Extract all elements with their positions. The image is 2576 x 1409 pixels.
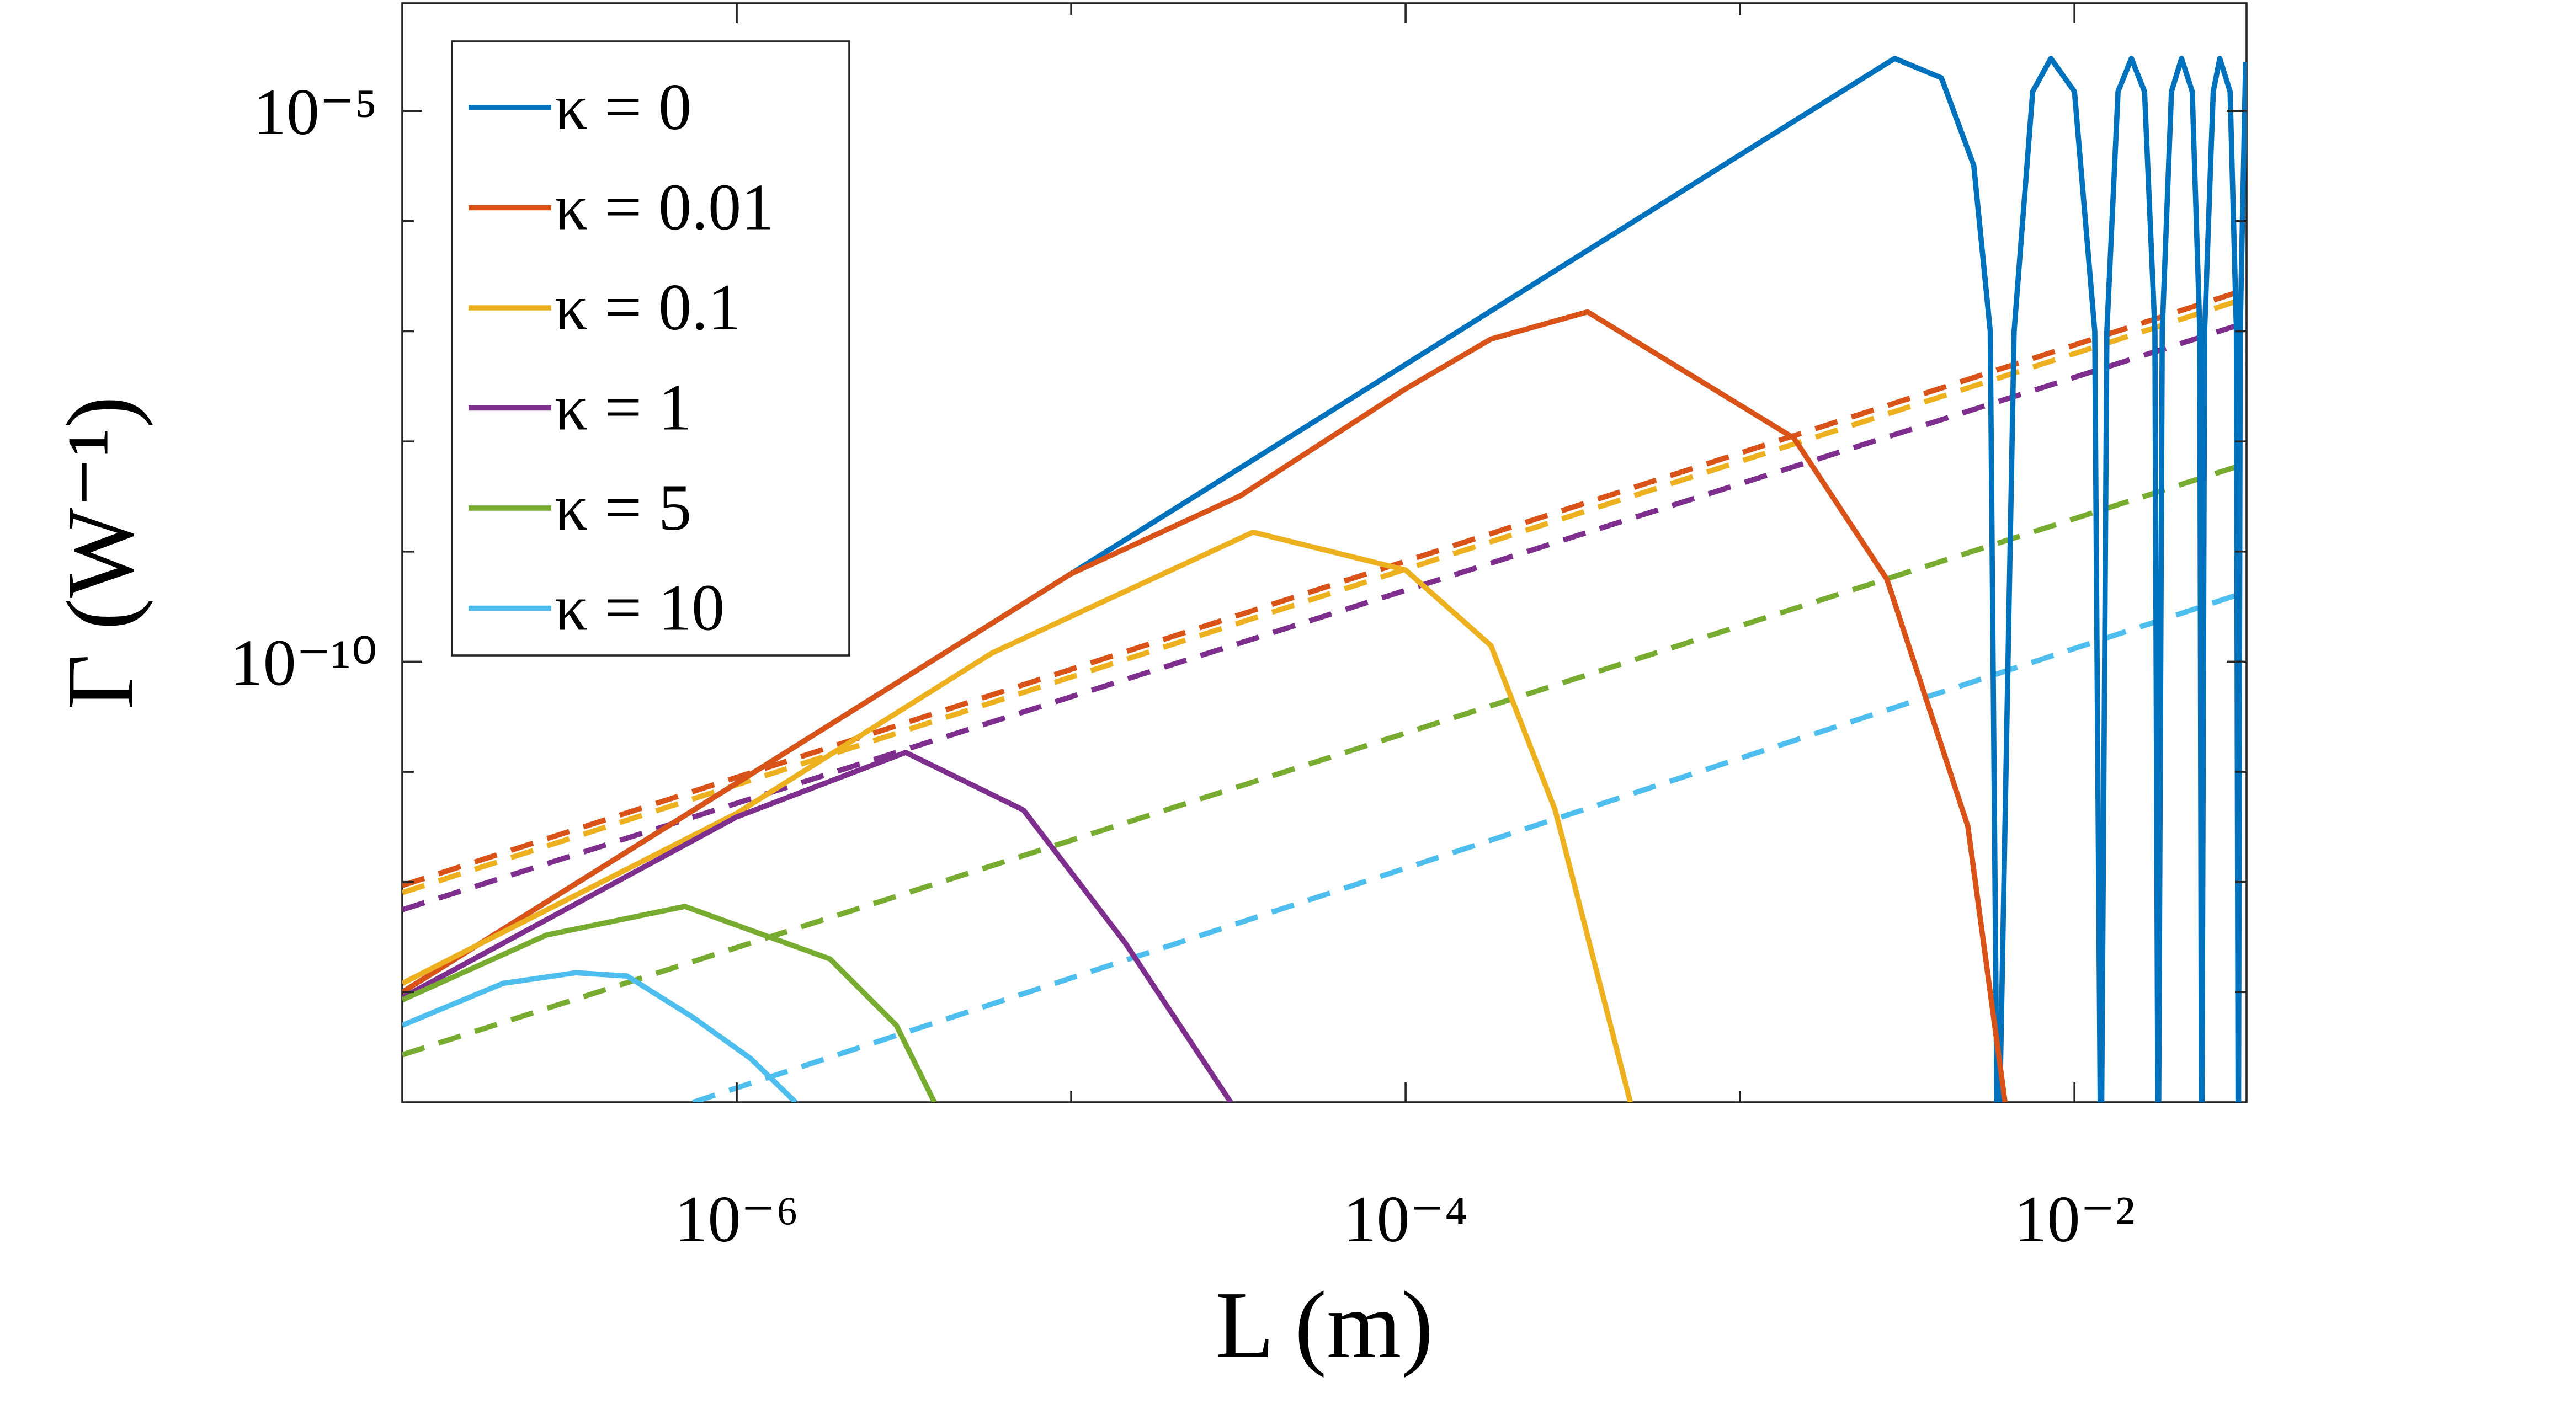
asymptote-line <box>692 589 2247 1103</box>
asymptote-line <box>402 461 2247 1058</box>
legend-label: κ = 10 <box>555 571 725 644</box>
x-tick-label: 10⁻² <box>2014 1182 2135 1256</box>
legend-label: κ = 0.1 <box>555 270 741 344</box>
asymptote-line <box>402 287 2247 888</box>
series-line <box>402 529 1633 1103</box>
legend-label: κ = 0 <box>555 70 691 143</box>
y-axis-label: Γ (W⁻¹) <box>47 396 153 709</box>
x-axis-label: L (m) <box>1216 1272 1434 1378</box>
legend-label: κ = 1 <box>555 371 691 444</box>
legend-label: κ = 5 <box>555 471 691 544</box>
lines <box>402 56 2247 1103</box>
asymptote-line <box>402 320 2247 912</box>
series-line <box>402 309 2008 1103</box>
legend-label: κ = 0.01 <box>555 170 774 244</box>
series-line <box>402 904 937 1103</box>
x-tick-label: 10⁻⁴ <box>1344 1182 1468 1256</box>
y-tick-label: 10⁻⁵ <box>253 75 377 148</box>
asymptote-line <box>402 295 2247 895</box>
y-tick-label: 10⁻¹⁰ <box>230 626 377 699</box>
legend-box <box>451 40 850 657</box>
x-tick-label: 10⁻⁶ <box>674 1182 799 1256</box>
series-line <box>402 56 2247 1103</box>
series-line <box>402 970 798 1103</box>
series-line <box>402 750 1233 1103</box>
